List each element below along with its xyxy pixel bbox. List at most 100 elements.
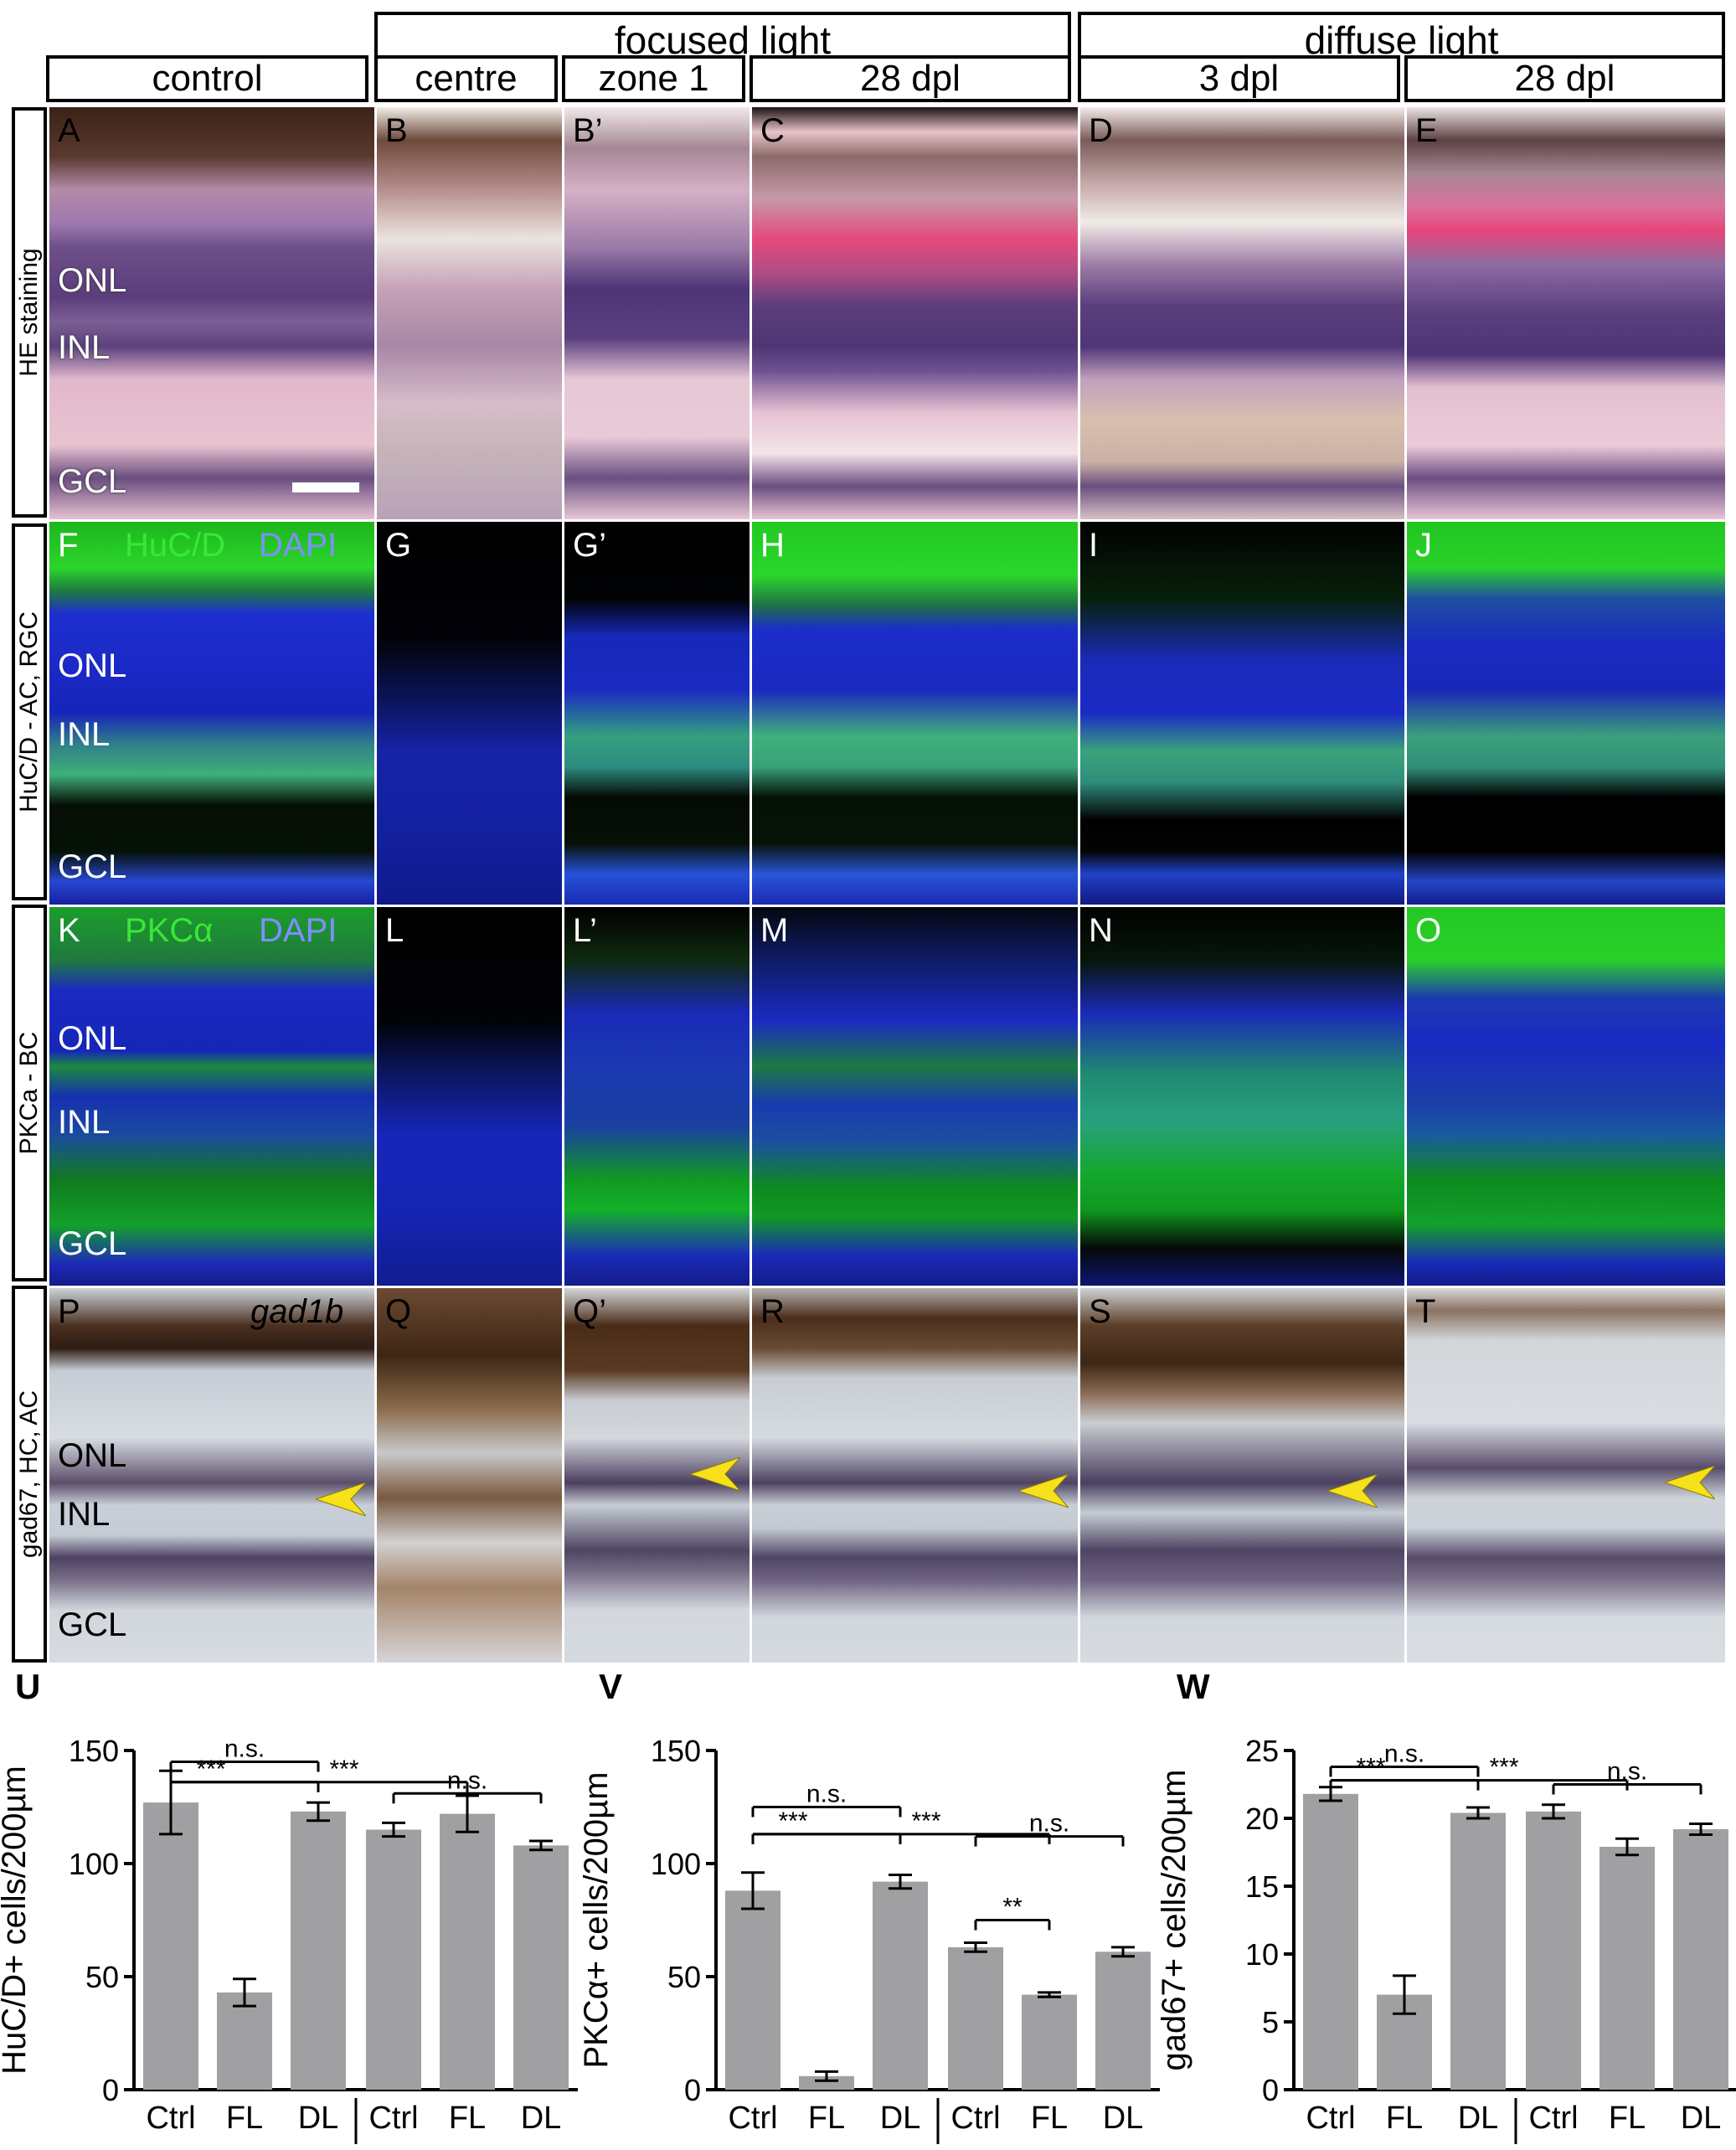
sig-label: ***: [196, 1756, 225, 1783]
panel-F: F HuC/D DAPI ONL INL GCL: [47, 519, 374, 905]
y-tick-label: 15: [1245, 1869, 1279, 1904]
col-header-dl-3dpl: 3 dpl: [1078, 55, 1400, 102]
panel-L-prime: L’: [562, 905, 750, 1286]
chart-letter-U: U: [15, 1667, 41, 1706]
y-tick-label: 0: [684, 2073, 701, 2107]
y-axis-label: HuC/D+ cells/200µm: [0, 1766, 33, 2075]
bar: [1599, 1847, 1655, 2090]
sig-label: ***: [1489, 1754, 1518, 1781]
panel-G: G: [374, 519, 562, 905]
panel-L: L: [374, 905, 562, 1286]
scale-bar: [292, 482, 359, 492]
y-tick-label: 10: [1245, 1937, 1279, 1972]
bar: [799, 2075, 854, 2090]
y-tick-label: 0: [1262, 2073, 1279, 2107]
row-label-hucd: HuC/D - AC, RGC: [12, 523, 47, 900]
chart-U: HuC/D+ cells/200µm 0 50 100 150 Ctrl FL DL Ctrl F…: [0, 1734, 578, 2144]
y-tick-label: 100: [69, 1847, 119, 1881]
panel-B: B: [374, 105, 562, 519]
y-tick-label: 150: [651, 1734, 701, 1768]
bar: [1450, 1812, 1506, 2090]
x-tick-label: FL: [226, 2101, 263, 2136]
group-label: 28 dpl: [1006, 2141, 1093, 2144]
bar: [291, 1811, 346, 2090]
row-label-he: HE staining: [12, 107, 47, 518]
col-header-dl-28dpl: 28 dpl: [1404, 55, 1725, 102]
y-tick-label: 50: [85, 1960, 119, 1994]
panel-P: P gad1b ONL INL GCL: [47, 1286, 374, 1663]
panel-N: N: [1078, 905, 1404, 1286]
sig-label: ***: [329, 1756, 358, 1783]
panel-E: E: [1404, 105, 1725, 519]
chart-W: gad67+ cells/200µm 0 5 10 15 20 25 Ctrl FL DL Ctrl…: [1160, 1734, 1736, 2144]
bar: [1022, 1994, 1077, 2090]
sig-label: **: [1002, 1894, 1023, 1921]
y-tick-label: 5: [1262, 2005, 1279, 2039]
panel-S: S: [1078, 1286, 1404, 1663]
row-label-pkca: PKCa - BC: [12, 905, 47, 1281]
panel-T: T: [1404, 1286, 1725, 1663]
panel-I: I: [1078, 519, 1404, 905]
col-header-zone1: zone 1: [562, 55, 745, 102]
sig-label: ***: [778, 1807, 807, 1835]
group-label: 28 dpl: [424, 2141, 511, 2144]
panel-K: K PKCα DAPI ONL INL GCL: [47, 905, 374, 1286]
x-tick-label: FL: [1386, 2101, 1423, 2136]
arrowhead-icon: [1327, 1474, 1378, 1508]
bar: [366, 1829, 421, 2090]
x-tick-label: FL: [1031, 2101, 1068, 2136]
bar: [1526, 1811, 1581, 2090]
group-diffuse-light: diffuse light: [1078, 12, 1725, 62]
panel-M: M: [750, 905, 1078, 1286]
col-header-control: control: [46, 55, 368, 102]
y-tick-label: 25: [1245, 1734, 1279, 1768]
bar: [1303, 1793, 1358, 2090]
panel-H: H: [750, 519, 1078, 905]
panel-J: J: [1404, 519, 1725, 905]
panel-R: R: [750, 1286, 1078, 1663]
sig-label: n.s.: [224, 1735, 265, 1763]
group-label: 3 dpl: [210, 2141, 279, 2144]
y-tick-label: 0: [102, 2073, 119, 2107]
panel-D: D: [1078, 105, 1404, 519]
sig-label: ***: [1356, 1754, 1385, 1781]
y-axis-label: PKCα+ cells/200µm: [582, 1771, 615, 2068]
panel-G-prime: G’: [562, 519, 750, 905]
y-tick-label: 100: [651, 1847, 701, 1881]
arrowhead-icon: [1665, 1466, 1715, 1499]
panel-Q-prime: Q’: [562, 1286, 750, 1663]
col-header-centre: centre: [374, 55, 558, 102]
x-tick-label: Ctrl: [1528, 2101, 1578, 2136]
x-tick-label: DL: [1103, 2101, 1144, 2136]
chart-V: PKCα+ cells/200µm 0 50 100 150 Ctrl FL DL Ctrl FL…: [582, 1734, 1160, 2144]
y-tick-label: 20: [1245, 1802, 1279, 1836]
x-tick-label: Ctrl: [368, 2101, 418, 2136]
x-tick-label: DL: [1681, 2101, 1722, 2136]
panel-Q: Q: [374, 1286, 562, 1663]
panel-B-prime: B’: [562, 105, 750, 519]
row-label-gad67: gad67, HC, AC: [12, 1286, 47, 1663]
sig-label: n.s.: [1029, 1810, 1069, 1838]
x-tick-label: Ctrl: [1306, 2101, 1355, 2136]
sig-label: n.s.: [447, 1766, 487, 1794]
x-tick-label: DL: [298, 2101, 339, 2136]
group-label: 3 dpl: [792, 2141, 861, 2144]
bar: [873, 1881, 928, 2090]
x-tick-label: FL: [1609, 2101, 1646, 2136]
sig-label: n.s.: [1607, 1758, 1647, 1786]
bar: [725, 1890, 780, 2090]
bar: [143, 1802, 198, 2090]
bar: [1095, 1951, 1151, 2090]
chart-letter-W: W: [1177, 1667, 1210, 1706]
group-label: 28 dpl: [1584, 2141, 1671, 2144]
bar: [948, 1946, 1003, 2090]
bar: [440, 1813, 495, 2090]
x-tick-label: DL: [1458, 2101, 1499, 2136]
col-header-fl-28dpl: 28 dpl: [750, 55, 1071, 102]
x-tick-label: Ctrl: [728, 2101, 777, 2136]
x-tick-label: DL: [880, 2101, 921, 2136]
bar: [217, 1992, 272, 2090]
x-tick-label: FL: [808, 2101, 845, 2136]
bar: [513, 1845, 569, 2090]
x-tick-label: Ctrl: [950, 2101, 1000, 2136]
